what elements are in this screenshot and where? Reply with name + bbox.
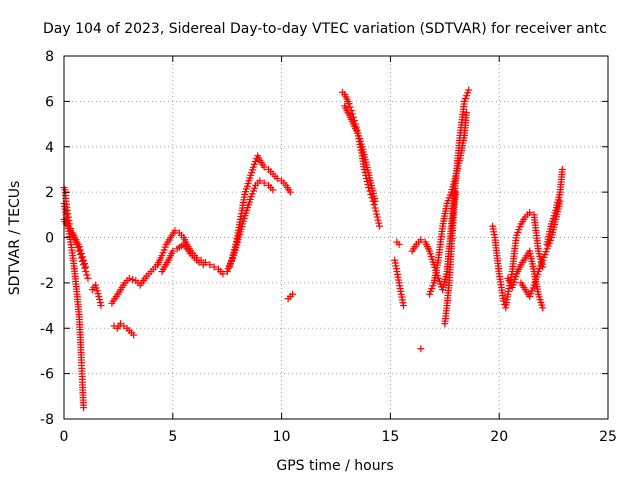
data-point xyxy=(558,165,566,173)
data-point xyxy=(81,260,89,268)
data-point xyxy=(84,274,92,282)
data-point xyxy=(363,178,371,186)
data-point xyxy=(375,219,383,227)
data-point xyxy=(345,100,353,108)
data-point xyxy=(125,274,133,282)
data-point xyxy=(371,197,379,205)
data-point xyxy=(97,302,105,310)
y-axis-title: SDTVAR / TECUs xyxy=(7,181,23,296)
y-tick-label: 4 xyxy=(45,140,54,156)
x-axis-title: GPS time / hours xyxy=(276,458,393,474)
data-point xyxy=(199,261,207,269)
data-point xyxy=(219,270,227,278)
y-tick-label: 0 xyxy=(45,231,54,247)
x-tick-label: 20 xyxy=(490,429,508,445)
y-tick-label: 8 xyxy=(45,49,54,65)
data-point xyxy=(95,292,103,300)
data-point xyxy=(395,240,403,248)
y-tick-label: -4 xyxy=(40,321,54,337)
data-point xyxy=(346,103,354,111)
data-point xyxy=(417,345,425,353)
data-point xyxy=(82,263,90,271)
data-point xyxy=(83,271,91,279)
data-point xyxy=(80,404,88,412)
data-point xyxy=(373,210,381,218)
data-point xyxy=(206,261,214,269)
data-point xyxy=(556,197,564,205)
y-tick-label: 6 xyxy=(45,94,54,110)
x-tick-label: 15 xyxy=(381,429,399,445)
data-point xyxy=(465,86,473,94)
data-point xyxy=(500,297,508,305)
y-tick-label: -2 xyxy=(40,276,54,292)
data-point xyxy=(78,253,86,261)
x-tick-label: 5 xyxy=(168,429,177,445)
x-tick-label: 25 xyxy=(599,429,617,445)
data-point xyxy=(210,263,218,271)
y-tick-label: -8 xyxy=(40,412,54,428)
data-points xyxy=(60,86,566,412)
data-point xyxy=(80,256,88,264)
data-point xyxy=(273,175,281,183)
data-point xyxy=(463,109,471,117)
data-point xyxy=(539,304,547,312)
data-point xyxy=(399,302,407,310)
data-point xyxy=(96,296,104,304)
data-point xyxy=(269,186,277,194)
data-point xyxy=(195,258,203,266)
data-point xyxy=(372,207,380,215)
data-point xyxy=(374,216,382,224)
x-tick-label: 10 xyxy=(273,429,291,445)
data-point xyxy=(171,227,179,235)
grid-lines xyxy=(64,56,608,419)
data-point xyxy=(169,247,177,255)
data-point xyxy=(75,243,83,251)
y-tick-label: -6 xyxy=(40,367,54,383)
data-point xyxy=(76,246,84,254)
data-point xyxy=(373,213,381,221)
chart-title: Day 104 of 2023, Sidereal Day-to-day VTE… xyxy=(43,21,607,37)
data-point xyxy=(526,209,534,217)
data-point xyxy=(286,188,294,196)
data-point xyxy=(256,177,264,185)
x-tick-label: 0 xyxy=(60,429,69,445)
data-point xyxy=(129,275,137,283)
data-point xyxy=(260,179,268,187)
data-point xyxy=(288,290,296,298)
data-point xyxy=(417,236,425,244)
y-tick-label: 2 xyxy=(45,185,54,201)
data-point xyxy=(260,163,268,171)
data-point xyxy=(130,331,138,339)
data-point xyxy=(77,249,85,257)
data-point xyxy=(376,222,384,230)
data-point xyxy=(370,201,378,209)
data-point xyxy=(371,204,379,212)
axis-ticks: 0 5 10 15 20 25 -8 -6 -4 -2 0 2 4 6 8 xyxy=(40,49,617,445)
data-point xyxy=(452,188,460,196)
data-point xyxy=(96,299,104,307)
